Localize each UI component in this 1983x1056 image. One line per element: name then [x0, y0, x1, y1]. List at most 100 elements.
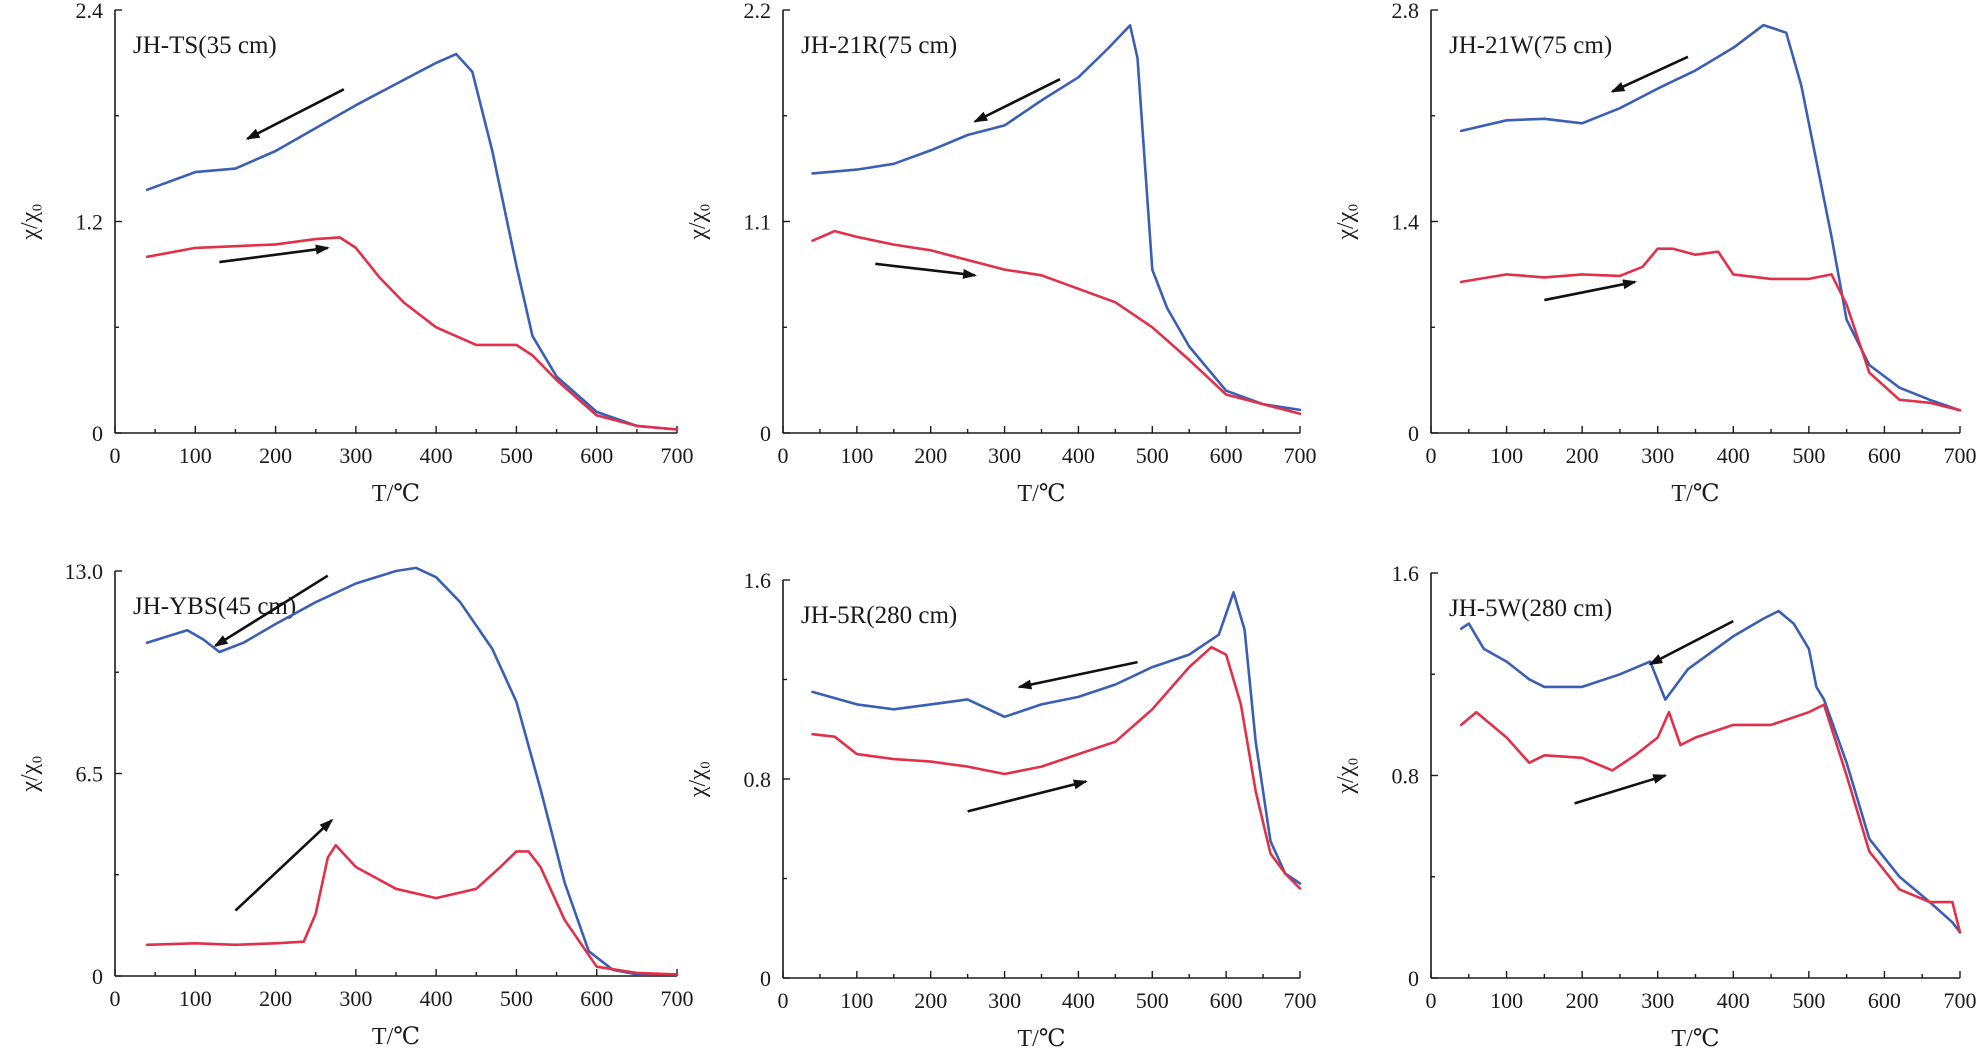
x-axis-title: T/℃ — [1017, 481, 1065, 507]
x-tick-label: 600 — [580, 443, 613, 468]
x-tick-label: 100 — [179, 443, 212, 468]
x-tick-label: 300 — [1641, 443, 1674, 468]
cooling-arrow — [1610, 55, 1689, 93]
x-tick-label: 400 — [420, 986, 453, 1011]
y-tick-label: 2.4 — [76, 0, 104, 23]
heating-arrow — [875, 262, 978, 279]
panel-title: JH-YBS(45 cm) — [133, 593, 296, 620]
heating-curve — [811, 645, 1302, 890]
cooling-curve — [145, 566, 679, 976]
x-tick-label: 600 — [580, 986, 613, 1011]
heating-arrow — [234, 818, 334, 912]
y-tick-label: 1.6 — [744, 568, 772, 593]
heating-curve — [1459, 247, 1962, 412]
panel-title: JH-5R(280 cm) — [801, 602, 957, 629]
y-tick-label: 0.8 — [744, 767, 772, 792]
y-tick-label: 0 — [760, 421, 771, 446]
panel-title: JH-TS(35 cm) — [133, 32, 277, 59]
y-tick-label: 6.5 — [76, 762, 104, 787]
x-tick-label: 300 — [339, 986, 372, 1011]
chart-panel-2: 0 100 200 300 400 500 600 700 0 1.1 2.2 T/℃ χ/χ₀ JH-2… — [685, 0, 1317, 507]
x-tick-label: 500 — [1792, 443, 1825, 468]
panel-title: JH-21R(75 cm) — [801, 32, 957, 59]
chart-panel-1: 0 100 200 300 400 500 600 700 0 1.2 2.4 T/℃ χ/χ₀ JH-T… — [17, 0, 694, 507]
x-tick-label: 200 — [259, 443, 292, 468]
x-tick-label: 400 — [1062, 443, 1095, 468]
cooling-arrow — [973, 78, 1061, 123]
x-tick-label: 700 — [1944, 988, 1977, 1013]
chart-panel-6: 0 100 200 300 400 500 600 700 0 0.8 1.6 T/℃ χ/χ₀ JH-5… — [1333, 561, 1977, 1052]
cooling-curve — [1459, 23, 1962, 412]
x-tick-label: 700 — [661, 986, 694, 1011]
x-tick-label: 300 — [988, 443, 1021, 468]
x-tick-label: 300 — [988, 988, 1021, 1013]
x-tick-label: 300 — [339, 443, 372, 468]
heating-arrow — [219, 244, 330, 264]
x-tick-label: 600 — [1868, 443, 1901, 468]
x-tick-label: 500 — [1136, 988, 1169, 1013]
x-tick-label: 600 — [1210, 988, 1243, 1013]
y-tick-label: 1.4 — [1392, 210, 1420, 235]
cooling-curve — [145, 52, 679, 431]
y-axis-title: χ/χ₀ — [17, 203, 43, 240]
y-tick-label: 0 — [1408, 966, 1419, 991]
heating-arrow — [1544, 279, 1638, 302]
x-tick-label: 700 — [661, 443, 694, 468]
x-tick-label: 400 — [1717, 443, 1750, 468]
x-tick-label: 500 — [1136, 443, 1169, 468]
cooling-arrow — [1017, 660, 1138, 690]
heating-arrow — [1574, 774, 1668, 805]
x-tick-label: 300 — [1641, 988, 1674, 1013]
panel-title: JH-21W(75 cm) — [1449, 32, 1612, 59]
heating-curve — [145, 236, 679, 431]
y-axis-title: χ/χ₀ — [1333, 203, 1359, 240]
x-axis-title: T/℃ — [1671, 481, 1719, 507]
x-tick-label: 200 — [914, 443, 947, 468]
y-tick-label: 0 — [760, 966, 771, 991]
x-tick-label: 100 — [179, 986, 212, 1011]
x-axis-title: T/℃ — [1671, 1026, 1719, 1052]
x-tick-label: 200 — [914, 988, 947, 1013]
x-axis-title: T/℃ — [372, 481, 420, 507]
x-tick-label: 500 — [500, 443, 533, 468]
x-tick-label: 200 — [1566, 443, 1599, 468]
y-tick-label: 13.0 — [65, 559, 104, 584]
y-tick-label: 1.6 — [1392, 561, 1420, 586]
y-tick-label: 1.2 — [76, 210, 104, 235]
chart-panel-3: 0 100 200 300 400 500 600 700 0 1.4 2.8 T/℃ χ/χ₀ JH-2… — [1333, 0, 1977, 507]
cooling-curve — [811, 24, 1302, 412]
x-tick-label: 400 — [1717, 988, 1750, 1013]
x-tick-label: 600 — [1868, 988, 1901, 1013]
y-tick-label: 1.1 — [744, 210, 772, 235]
x-tick-label: 0 — [778, 988, 789, 1013]
heating-curve — [811, 229, 1302, 416]
x-tick-label: 700 — [1284, 443, 1317, 468]
x-tick-label: 0 — [1426, 443, 1437, 468]
y-axis-title: χ/χ₀ — [685, 203, 711, 240]
y-axis-title: χ/χ₀ — [1333, 757, 1359, 794]
x-tick-label: 100 — [840, 988, 873, 1013]
heating-curve — [145, 843, 679, 976]
y-tick-label: 0 — [92, 964, 103, 989]
x-tick-label: 600 — [1210, 443, 1243, 468]
y-tick-label: 2.8 — [1392, 0, 1420, 23]
cooling-curve — [1459, 609, 1962, 934]
heating-curve — [1459, 703, 1962, 934]
x-axis-title: T/℃ — [1017, 1026, 1065, 1052]
cooling-arrow — [213, 574, 329, 647]
x-axis-title: T/℃ — [372, 1024, 420, 1050]
y-tick-label: 2.2 — [744, 0, 772, 23]
chart-panel-5: 0 100 200 300 400 500 600 700 0 0.8 1.6 T/℃ χ/χ₀ JH-5… — [685, 568, 1317, 1052]
x-tick-label: 0 — [778, 443, 789, 468]
x-tick-label: 400 — [1062, 988, 1095, 1013]
x-tick-label: 200 — [259, 986, 292, 1011]
x-tick-label: 200 — [1566, 988, 1599, 1013]
y-tick-label: 0 — [92, 421, 103, 446]
y-axis-title: χ/χ₀ — [17, 755, 43, 792]
x-tick-label: 400 — [420, 443, 453, 468]
y-tick-label: 0.8 — [1392, 764, 1420, 789]
y-axis-title: χ/χ₀ — [685, 761, 711, 798]
cooling-arrow — [1648, 619, 1734, 666]
x-tick-label: 100 — [840, 443, 873, 468]
